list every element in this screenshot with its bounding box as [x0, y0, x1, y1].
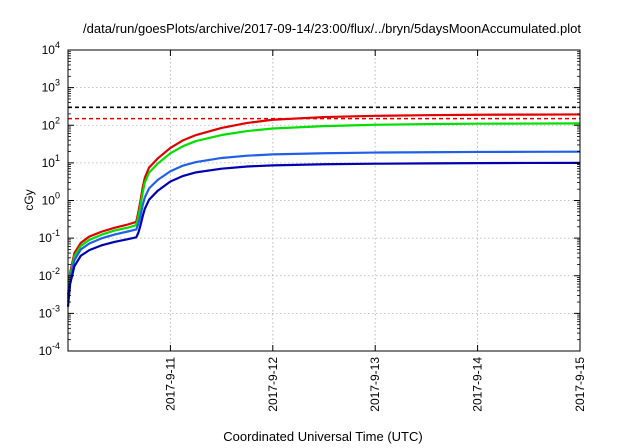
y-tick-label: 10-3	[39, 303, 60, 320]
series-group	[66, 113, 581, 307]
y-tick-label: 10-2	[39, 266, 60, 283]
x-tick-label: 2017-9-15	[573, 357, 587, 412]
series-line	[66, 161, 581, 307]
y-axis: 10-4 10-3 10-2 10-1 100 101 102 103 104	[39, 40, 580, 358]
y-tick-label: 102	[42, 115, 60, 132]
chart-title: /data/run/goesPlots/archive/2017-09-14/2…	[83, 21, 581, 36]
y-axis-label: cGy	[22, 189, 36, 210]
series-line	[66, 113, 581, 296]
x-axis: 2017-9-11 2017-9-12 2017-9-13 2017-9-14 2017…	[163, 50, 587, 412]
x-axis-label: Coordinated Universal Time (UTC)	[223, 429, 422, 444]
y-tick-label: 101	[42, 153, 60, 170]
threshold-lines	[68, 106, 580, 120]
y-tick-label: 10-1	[39, 228, 60, 245]
y-tick-label: 100	[42, 191, 60, 208]
y-tick-label: 10-4	[39, 341, 60, 358]
x-tick-label: 2017-9-14	[471, 357, 485, 412]
y-tick-label: 104	[42, 40, 60, 57]
x-tick-label: 2017-9-13	[368, 357, 382, 412]
x-tick-label: 2017-9-11	[163, 357, 177, 411]
y-tick-label: 103	[42, 78, 60, 95]
series-line	[66, 150, 581, 303]
series-line	[66, 122, 581, 299]
x-tick-label: 2017-9-12	[266, 357, 280, 412]
